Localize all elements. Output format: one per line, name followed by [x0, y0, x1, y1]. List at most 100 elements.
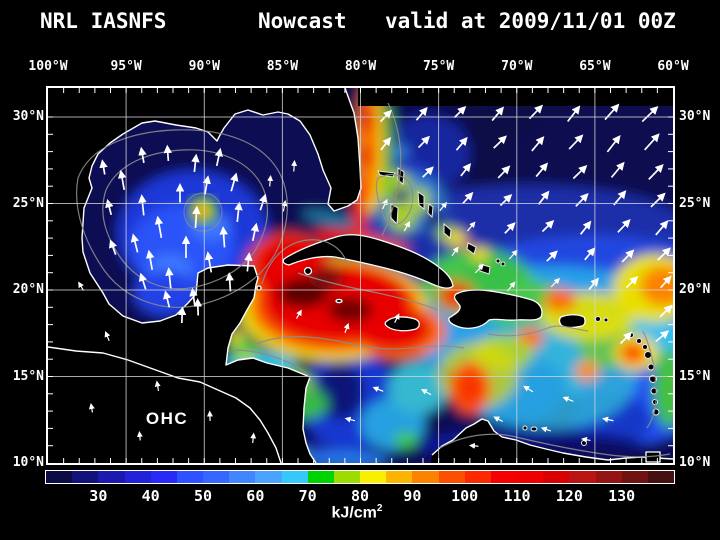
- lat-tick-label: 30°N: [679, 109, 711, 124]
- colorbar-segment: [438, 471, 465, 483]
- vector-arrow-icon: [562, 396, 574, 403]
- vector-arrow-icon: [204, 251, 214, 273]
- vector-arrow-icon: [372, 386, 384, 393]
- lon-tick-label: 75°W: [422, 59, 455, 74]
- vector-arrow-icon: [621, 249, 635, 263]
- lat-tick-label: 15°N: [12, 368, 44, 384]
- vector-arrow-icon: [660, 275, 672, 289]
- lon-tick-label: 80°W: [344, 59, 377, 74]
- vector-arrow-icon: [99, 159, 108, 175]
- vector-arrow-icon: [541, 220, 555, 233]
- vector-arrow-icon: [154, 380, 161, 392]
- lon-tick-label: 70°W: [501, 59, 533, 74]
- vector-arrow-icon: [136, 430, 143, 441]
- colorbar-segment: [621, 471, 648, 483]
- vector-arrow-icon: [105, 198, 114, 216]
- colorbar-tick-label: 60: [246, 487, 265, 505]
- puerto-rico: [558, 314, 586, 329]
- vector-arrow-icon: [567, 105, 581, 123]
- vector-arrow-icon: [648, 163, 664, 180]
- colorbar-tick-label: 110: [503, 487, 531, 505]
- unit-text: kJ/cm: [331, 504, 377, 522]
- lat-tick-label: 25°N: [12, 195, 44, 211]
- vector-arrow-icon: [531, 136, 545, 152]
- vector-arrow-icon: [466, 221, 476, 232]
- vector-arrow-icon: [380, 136, 392, 151]
- vector-arrow-icon: [417, 135, 430, 149]
- vector-arrow-icon: [644, 133, 660, 151]
- vector-arrow-icon: [588, 277, 600, 290]
- vector-arrow-icon: [655, 330, 670, 343]
- colorbar-segment: [333, 471, 361, 483]
- colorbar-segment: [595, 471, 622, 483]
- colorbar-segment: [72, 471, 99, 483]
- vector-arrow-icon: [584, 247, 596, 261]
- ohc-annotation: OHC: [146, 409, 188, 428]
- colorbar-segment: [307, 471, 334, 483]
- vector-arrow-icon: [422, 166, 434, 178]
- colorbar-tick-label: 70: [298, 487, 317, 505]
- vector-arrow-icon: [234, 201, 243, 223]
- vector-arrow-icon: [575, 193, 589, 207]
- islands: [256, 234, 661, 463]
- unit-exponent: 2: [376, 503, 383, 514]
- vector-arrow-icon: [295, 309, 302, 319]
- vector-arrow-icon: [504, 222, 516, 234]
- colorbar-segment: [255, 471, 282, 483]
- vector-arrow-icon: [460, 162, 472, 177]
- vector-arrow-icon: [568, 134, 584, 150]
- colorbar-segment: [124, 471, 151, 483]
- vector-arrow-icon: [191, 153, 200, 173]
- vector-arrow-icon: [497, 165, 511, 179]
- lon-tick-label: 90°W: [188, 59, 220, 74]
- vector-arrow-icon: [130, 233, 140, 253]
- colorbar-segment: [150, 471, 177, 483]
- lat-tick-label: 25°N: [679, 195, 711, 211]
- vector-arrow-icon: [192, 205, 201, 229]
- vector-arrow-icon: [508, 249, 518, 260]
- vector-arrow-icon: [219, 226, 228, 248]
- jamaica: [384, 316, 420, 332]
- vector-arrow-icon: [625, 276, 639, 289]
- map-frame: OHC: [46, 86, 675, 465]
- colorbar-segment: [543, 471, 570, 483]
- vector-arrow-icon: [523, 385, 534, 393]
- colorbar-segment: [490, 471, 518, 483]
- vector-arrow-icon: [462, 191, 474, 204]
- lon-tick-label: 85°W: [266, 59, 299, 74]
- vector-arrow-icon: [650, 192, 666, 208]
- vector-arrow-icon: [493, 416, 503, 422]
- vector-arrow-icon: [655, 220, 669, 236]
- vector-arrow-icon: [154, 215, 164, 239]
- colorbar-segment: [412, 471, 439, 483]
- colorbar-tick-label: 100: [451, 487, 479, 505]
- vector-arrow-icon: [535, 162, 549, 178]
- lat-tick-label: 15°N: [679, 368, 711, 384]
- vector-arrow-icon: [641, 105, 659, 123]
- colorbar-tick-label: 30: [89, 487, 108, 505]
- colorbar-segment: [386, 471, 413, 483]
- lat-tick-label: 30°N: [12, 109, 44, 124]
- ohc-map: OHC: [48, 88, 673, 463]
- vector-arrow-icon: [581, 436, 591, 443]
- grid-lines: [48, 88, 673, 463]
- lon-tick-label: 95°W: [110, 59, 142, 74]
- gulf-warm-eddy: [189, 196, 217, 224]
- lat-tick-label: 20°N: [12, 282, 44, 297]
- vector-arrow-icon: [403, 221, 411, 232]
- vector-arrow-icon: [572, 164, 588, 180]
- product-name: Nowcast: [258, 9, 347, 33]
- vector-arrow-icon: [393, 313, 400, 323]
- vector-arrow-icon: [225, 272, 234, 292]
- colorbar-tick-label: 90: [403, 487, 422, 505]
- colorbar-segment: [360, 471, 387, 483]
- vector-arrow-icon: [259, 193, 268, 211]
- vector-arrow-icon: [108, 239, 117, 255]
- colorbar-segment: [98, 471, 125, 483]
- pacific-coastline: [48, 346, 282, 463]
- vector-arrow-icon: [214, 147, 223, 167]
- vector-arrow-icon: [474, 263, 484, 274]
- vector-arrow-icon: [602, 416, 614, 423]
- lat-tick-label: 20°N: [679, 282, 711, 297]
- vector-arrow-icon: [250, 222, 259, 242]
